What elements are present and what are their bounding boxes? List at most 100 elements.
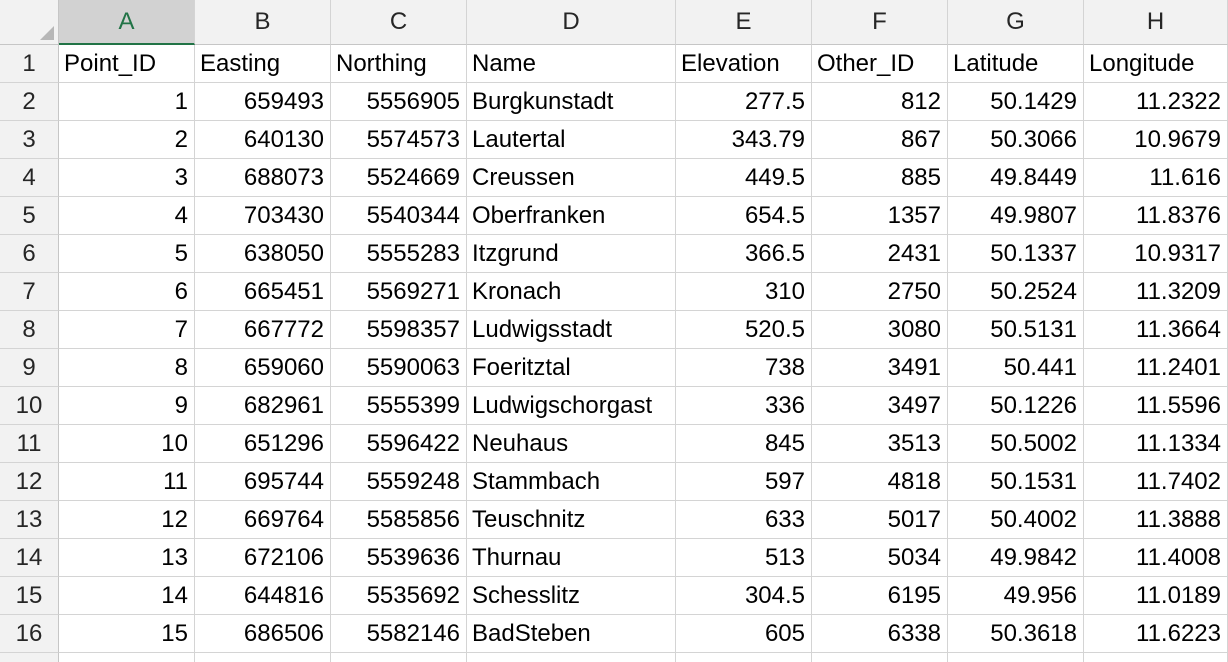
cell-d9[interactable]: Foeritztal	[467, 349, 676, 387]
cell-h13[interactable]: 11.3888	[1084, 501, 1228, 539]
cell-d6[interactable]: Itzgrund	[467, 235, 676, 273]
cell-g6[interactable]: 50.1337	[948, 235, 1084, 273]
cell-h15[interactable]: 11.0189	[1084, 577, 1228, 615]
cell-h5[interactable]: 11.8376	[1084, 197, 1228, 235]
cell-e16[interactable]: 605	[676, 615, 812, 653]
row-header-16[interactable]: 16	[0, 615, 59, 653]
row-header-11[interactable]: 11	[0, 425, 59, 463]
cell-a8[interactable]: 7	[59, 311, 195, 349]
cell-e7[interactable]: 310	[676, 273, 812, 311]
cell-d13[interactable]: Teuschnitz	[467, 501, 676, 539]
cell-b2[interactable]: 659493	[195, 83, 331, 121]
cell-c6[interactable]: 5555283	[331, 235, 467, 273]
cell-d8[interactable]: Ludwigsstadt	[467, 311, 676, 349]
cell-d4[interactable]: Creussen	[467, 159, 676, 197]
cell-g5[interactable]: 49.9807	[948, 197, 1084, 235]
cell-g10[interactable]: 50.1226	[948, 387, 1084, 425]
cell-c4[interactable]: 5524669	[331, 159, 467, 197]
cell-h7[interactable]: 11.3209	[1084, 273, 1228, 311]
cell-a15[interactable]: 14	[59, 577, 195, 615]
cell-c5[interactable]: 5540344	[331, 197, 467, 235]
cell-d7[interactable]: Kronach	[467, 273, 676, 311]
cell-a7[interactable]: 6	[59, 273, 195, 311]
row-header-1[interactable]: 1	[0, 45, 59, 83]
cell-h16[interactable]: 11.6223	[1084, 615, 1228, 653]
column-header-f[interactable]: F	[812, 0, 948, 45]
cell-f12[interactable]: 4818	[812, 463, 948, 501]
cell-g9[interactable]: 50.441	[948, 349, 1084, 387]
cell-c11[interactable]: 5596422	[331, 425, 467, 463]
cell-d1[interactable]: Name	[467, 45, 676, 83]
cell-g16[interactable]: 50.3618	[948, 615, 1084, 653]
cell-e15[interactable]: 304.5	[676, 577, 812, 615]
cell-c16[interactable]: 5582146	[331, 615, 467, 653]
cell-f13[interactable]: 5017	[812, 501, 948, 539]
cell-a12[interactable]: 11	[59, 463, 195, 501]
cell-a16[interactable]: 15	[59, 615, 195, 653]
cell-f7[interactable]: 2750	[812, 273, 948, 311]
row-header-5[interactable]: 5	[0, 197, 59, 235]
cell-b12[interactable]: 695744	[195, 463, 331, 501]
cell-c3[interactable]: 5574573	[331, 121, 467, 159]
cell-d14[interactable]: Thurnau	[467, 539, 676, 577]
cell-b15[interactable]: 644816	[195, 577, 331, 615]
cell-d5[interactable]: Oberfranken	[467, 197, 676, 235]
cell-a4[interactable]: 3	[59, 159, 195, 197]
column-header-g[interactable]: G	[948, 0, 1084, 45]
cell-f15[interactable]: 6195	[812, 577, 948, 615]
cell-f3[interactable]: 867	[812, 121, 948, 159]
cell-g2[interactable]: 50.1429	[948, 83, 1084, 121]
row-header-12[interactable]: 12	[0, 463, 59, 501]
cell-e10[interactable]: 336	[676, 387, 812, 425]
cell-g11[interactable]: 50.5002	[948, 425, 1084, 463]
cell-b4[interactable]: 688073	[195, 159, 331, 197]
cell-f11[interactable]: 3513	[812, 425, 948, 463]
cell-c15[interactable]: 5535692	[331, 577, 467, 615]
cell-f9[interactable]: 3491	[812, 349, 948, 387]
row-header-6[interactable]: 6	[0, 235, 59, 273]
cell-c8[interactable]: 5598357	[331, 311, 467, 349]
row-header-4[interactable]: 4	[0, 159, 59, 197]
empty-cell[interactable]	[812, 653, 948, 662]
row-header-10[interactable]: 10	[0, 387, 59, 425]
cell-e2[interactable]: 277.5	[676, 83, 812, 121]
cell-a11[interactable]: 10	[59, 425, 195, 463]
cell-f6[interactable]: 2431	[812, 235, 948, 273]
cell-c7[interactable]: 5569271	[331, 273, 467, 311]
cell-c14[interactable]: 5539636	[331, 539, 467, 577]
cell-d16[interactable]: BadSteben	[467, 615, 676, 653]
cell-g15[interactable]: 49.956	[948, 577, 1084, 615]
cell-h4[interactable]: 11.616	[1084, 159, 1228, 197]
cell-f14[interactable]: 5034	[812, 539, 948, 577]
cell-f2[interactable]: 812	[812, 83, 948, 121]
cell-c10[interactable]: 5555399	[331, 387, 467, 425]
cell-b5[interactable]: 703430	[195, 197, 331, 235]
cell-b16[interactable]: 686506	[195, 615, 331, 653]
cell-d11[interactable]: Neuhaus	[467, 425, 676, 463]
cell-a5[interactable]: 4	[59, 197, 195, 235]
cell-h3[interactable]: 10.9679	[1084, 121, 1228, 159]
cell-b1[interactable]: Easting	[195, 45, 331, 83]
cell-e5[interactable]: 654.5	[676, 197, 812, 235]
cell-c1[interactable]: Northing	[331, 45, 467, 83]
cell-a3[interactable]: 2	[59, 121, 195, 159]
row-header-8[interactable]: 8	[0, 311, 59, 349]
column-header-e[interactable]: E	[676, 0, 812, 45]
row-header-9[interactable]: 9	[0, 349, 59, 387]
cell-c12[interactable]: 5559248	[331, 463, 467, 501]
row-header-2[interactable]: 2	[0, 83, 59, 121]
empty-cell[interactable]	[676, 653, 812, 662]
cell-g3[interactable]: 50.3066	[948, 121, 1084, 159]
row-header-15[interactable]: 15	[0, 577, 59, 615]
cell-d15[interactable]: Schesslitz	[467, 577, 676, 615]
cell-a6[interactable]: 5	[59, 235, 195, 273]
column-header-d[interactable]: D	[467, 0, 676, 45]
cell-e3[interactable]: 343.79	[676, 121, 812, 159]
cell-f4[interactable]: 885	[812, 159, 948, 197]
cell-e8[interactable]: 520.5	[676, 311, 812, 349]
column-header-c[interactable]: C	[331, 0, 467, 45]
cell-g1[interactable]: Latitude	[948, 45, 1084, 83]
cell-h1[interactable]: Longitude	[1084, 45, 1228, 83]
cell-d12[interactable]: Stammbach	[467, 463, 676, 501]
